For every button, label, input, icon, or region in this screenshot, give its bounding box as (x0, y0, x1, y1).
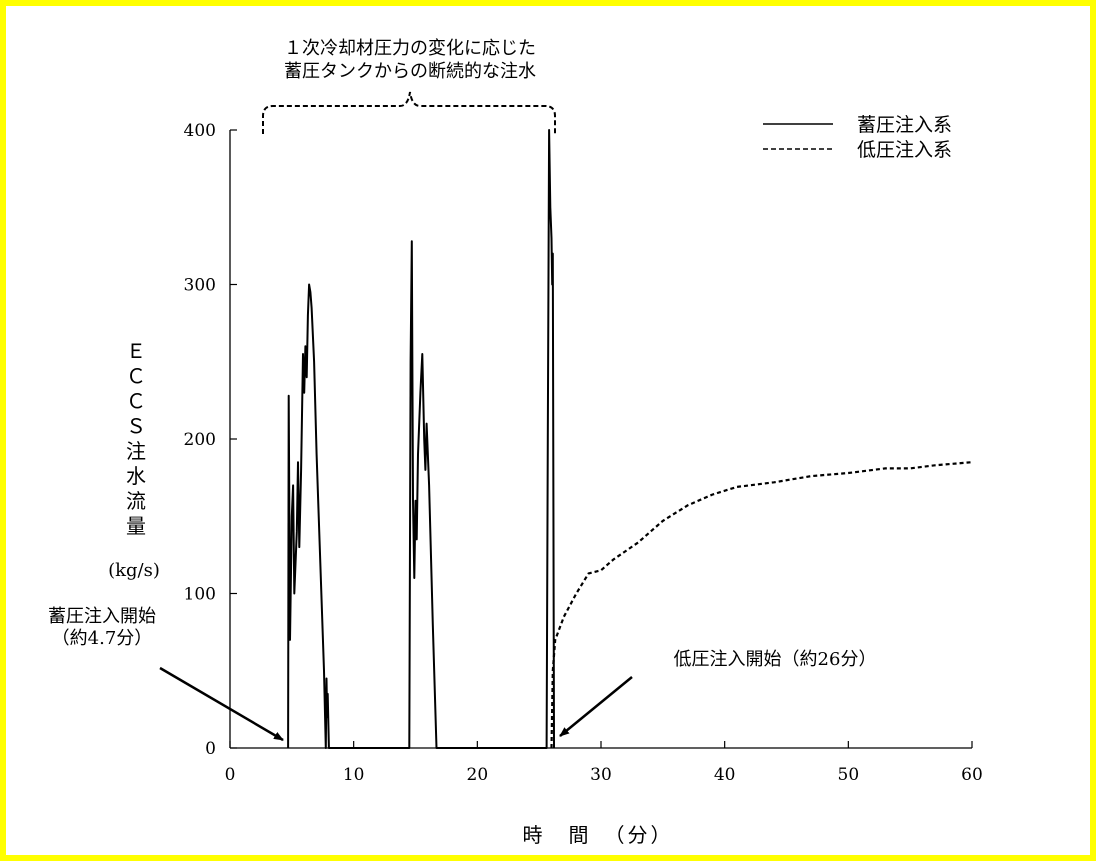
x-tick-label: 10 (343, 765, 365, 785)
y-axis-label-char: 水 (126, 464, 146, 488)
legend: 蓄圧注入系 低圧注入系 (763, 114, 952, 161)
brace-annotation-line2: 蓄圧タンクからの断続的な注水 (284, 61, 536, 82)
x-tick-label: 0 (225, 765, 236, 785)
x-axis-label: 時 間 （分） (523, 823, 674, 847)
x-tick-label: 60 (961, 765, 983, 785)
x-tick-label: 20 (467, 765, 489, 785)
brace-annotation-line1: １次冷却材圧力の変化に応じた (284, 38, 536, 59)
accumulator-injection-series-line (287, 129, 555, 749)
accumulator-start-label-line1: 蓄圧注入開始 (48, 606, 156, 627)
lpi-start-arrow (559, 676, 633, 737)
y-tick-label: 300 (184, 276, 216, 296)
x-tick-group: 0 10 20 30 40 50 60 (225, 741, 983, 785)
y-axis-label-char: 量 (126, 514, 146, 538)
y-tick-group: 0 100 200 300 400 (184, 121, 237, 759)
y-axis-label-char: Ｃ (126, 364, 146, 388)
y-tick-label: 0 (205, 739, 216, 759)
x-tick-label: 50 (838, 765, 860, 785)
y-axis-unit: (kg/s) (108, 560, 160, 581)
legend-label-accumulator: 蓄圧注入系 (857, 114, 952, 136)
y-axis-label-char: Ｓ (126, 414, 146, 438)
y-axis-label: ＥＣＣＳ注水流量 (126, 339, 146, 538)
y-axis-label-char: Ｅ (126, 339, 146, 363)
x-tick-label: 30 (590, 765, 612, 785)
y-tick-label: 100 (184, 585, 216, 605)
y-axis-label-char: 注 (126, 439, 146, 463)
accumulator-start-arrow (159, 666, 284, 742)
brace-annotation (262, 91, 556, 134)
accumulator-start-label-line2: （約4.7分） (52, 628, 153, 649)
low-pressure-injection-series-line (550, 461, 973, 749)
legend-label-lpi: 低圧注入系 (857, 139, 952, 161)
y-axis-label-char: 流 (126, 489, 146, 513)
x-tick-label: 40 (714, 765, 736, 785)
y-tick-label: 400 (184, 121, 216, 141)
lpi-start-label: 低圧注入開始（約26分） (674, 649, 877, 670)
y-axis-label-char: Ｃ (126, 389, 146, 413)
y-tick-label: 200 (184, 430, 216, 450)
